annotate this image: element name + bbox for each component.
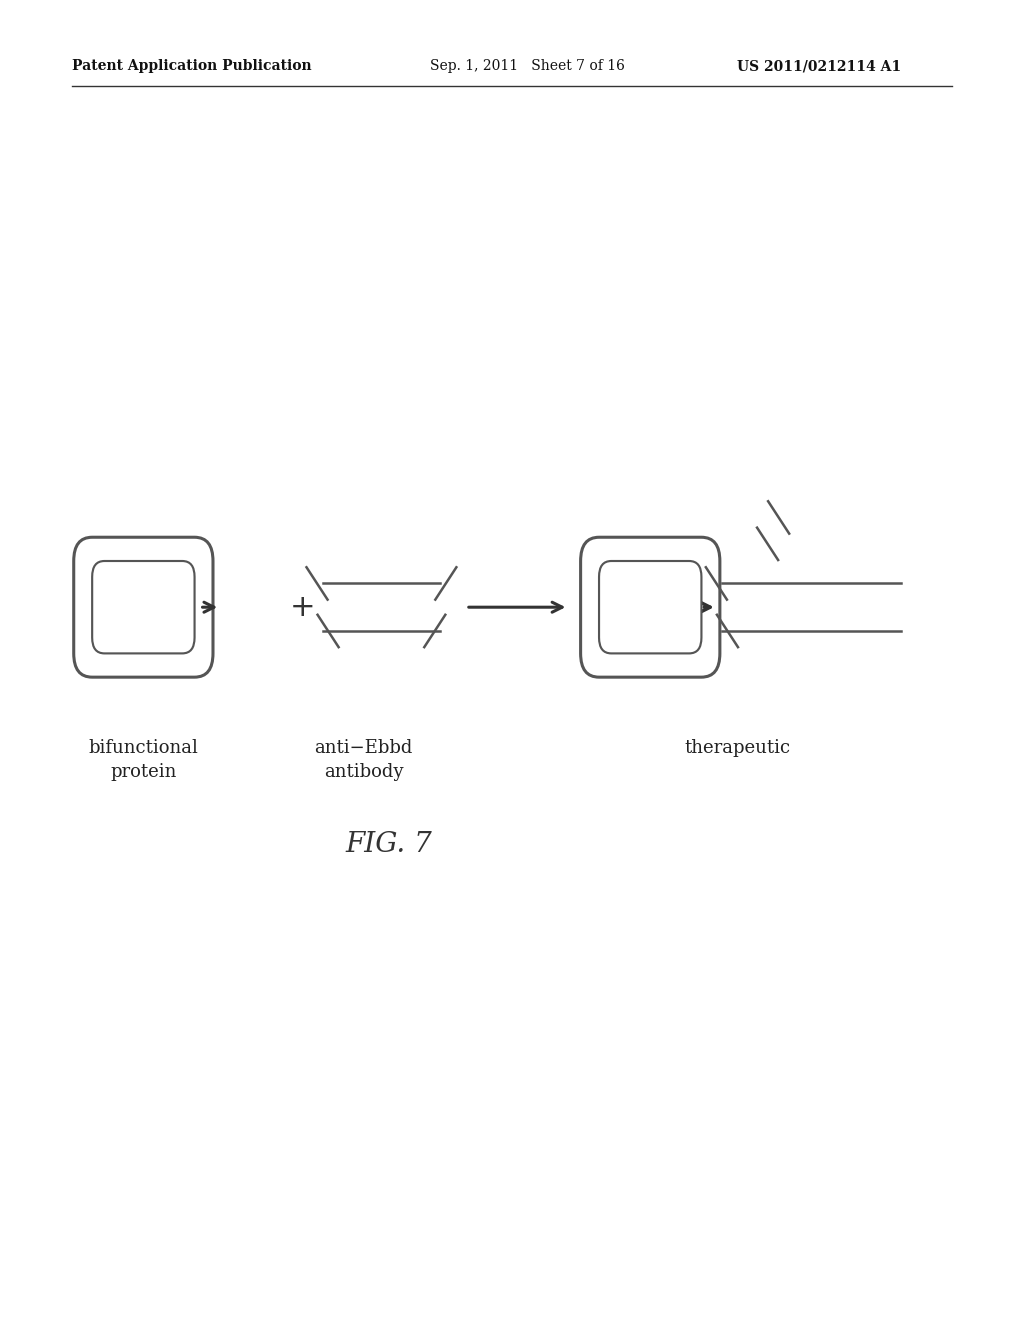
- FancyBboxPatch shape: [599, 561, 701, 653]
- FancyBboxPatch shape: [74, 537, 213, 677]
- Text: Sep. 1, 2011   Sheet 7 of 16: Sep. 1, 2011 Sheet 7 of 16: [430, 59, 625, 74]
- Text: +: +: [289, 593, 315, 622]
- FancyBboxPatch shape: [92, 561, 195, 653]
- FancyBboxPatch shape: [581, 537, 720, 677]
- Text: bifunctional
protein: bifunctional protein: [88, 739, 199, 781]
- Text: therapeutic: therapeutic: [684, 739, 791, 758]
- Text: anti−Ebbd
antibody: anti−Ebbd antibody: [314, 739, 413, 781]
- Text: FIG. 7: FIG. 7: [346, 832, 432, 858]
- Text: Patent Application Publication: Patent Application Publication: [72, 59, 311, 74]
- Text: US 2011/0212114 A1: US 2011/0212114 A1: [737, 59, 901, 74]
